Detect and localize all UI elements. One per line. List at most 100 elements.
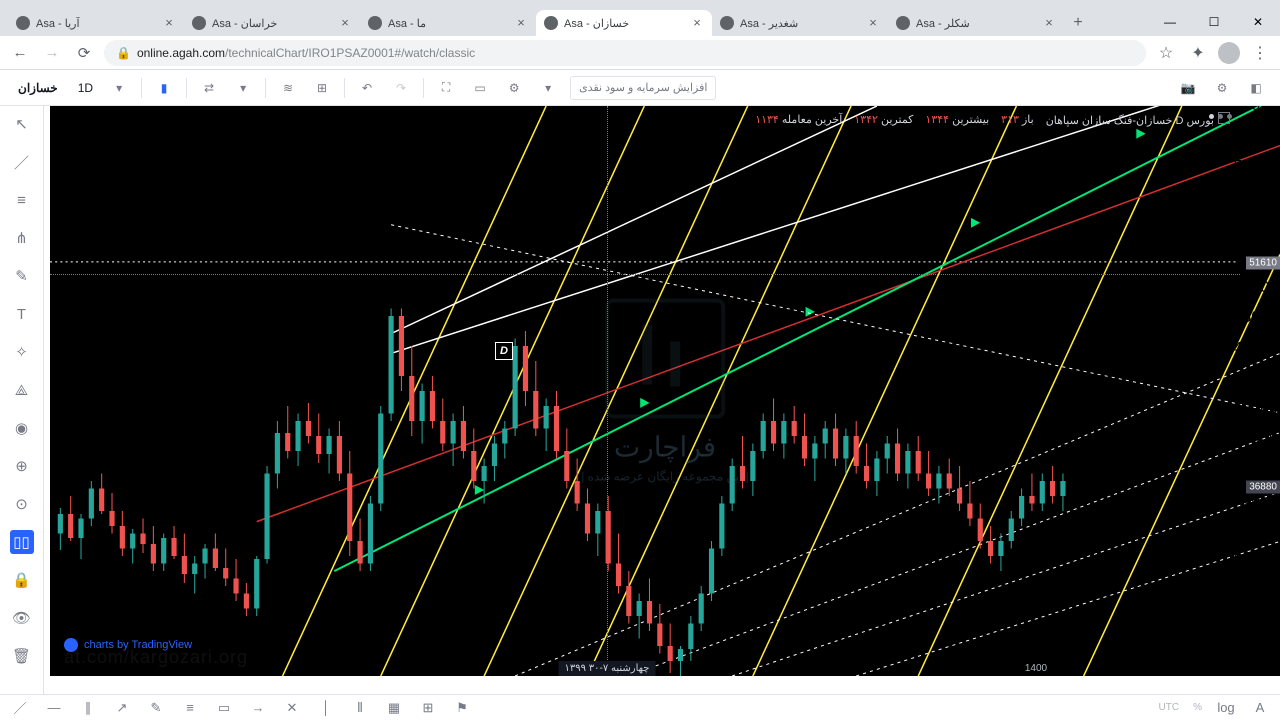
bt-line-icon[interactable]: ／	[10, 698, 30, 718]
undo-button[interactable]: ↶	[355, 76, 379, 100]
bt-arrow-icon[interactable]: →	[248, 698, 268, 718]
timezone-label[interactable]: UTC	[1159, 702, 1180, 713]
redo-button[interactable]: ↷	[389, 76, 413, 100]
bt-rect-icon[interactable]: ▭	[214, 698, 234, 718]
legend-low-value: ۱۳۴۲	[854, 114, 878, 126]
url-host: online.agah.com	[137, 46, 225, 60]
tab-favicon	[544, 16, 558, 30]
window-minimize[interactable]: —	[1148, 8, 1192, 36]
bt-brush-icon[interactable]: ✎	[146, 698, 166, 718]
reload-button[interactable]: ⟳	[72, 41, 96, 65]
bookmark-star-icon[interactable]: ☆	[1154, 41, 1178, 65]
fib-tool[interactable]: ≡	[10, 188, 34, 212]
text-tool[interactable]: T	[10, 302, 34, 326]
bar-replay-tool[interactable]: ▯▯	[10, 530, 34, 554]
compare-dropdown-icon[interactable]: ▾	[231, 76, 255, 100]
drawing-tools-rail: ↖ ／ ≡ ⋔ ✎ T ✧ ⟁ ◉ ⊕ ⊙ ▯▯ 🔒 👁 🗑	[0, 106, 44, 694]
tab-close-icon[interactable]: ×	[866, 16, 880, 30]
tab-close-icon[interactable]: ×	[162, 16, 176, 30]
bottom-toolbar: ／ — ∥ ↗ ✎ ≡ ▭ → ✕ │ ⦀ ▦ ⊞ ⚑ UTC % log A	[0, 694, 1280, 720]
tab-close-icon[interactable]: ×	[690, 16, 704, 30]
window-maximize[interactable]: ☐	[1192, 8, 1236, 36]
candle-style-button[interactable]: ▮	[152, 76, 176, 100]
new-tab-button[interactable]: +	[1064, 10, 1092, 36]
y-axis-label: 32000	[1234, 552, 1279, 570]
hide-tool[interactable]: 👁	[10, 606, 34, 630]
bt-auto-icon[interactable]: A	[1250, 698, 1270, 718]
crosshair-horizontal	[50, 274, 1240, 275]
y-axis-label: 48000	[1234, 309, 1279, 327]
trendline-tool[interactable]: ／	[10, 150, 34, 174]
bt-parallel-icon[interactable]: ∥	[78, 698, 98, 718]
fullscreen-button[interactable]: ⛶	[434, 76, 458, 100]
bt-date-icon[interactable]: ▦	[384, 698, 404, 718]
resolution-label[interactable]: 1D	[74, 81, 97, 95]
forward-button[interactable]: →	[40, 41, 64, 65]
tab-favicon	[16, 16, 30, 30]
pct-label[interactable]: %	[1193, 702, 1202, 713]
layout-icon[interactable]: ◧	[1244, 76, 1268, 100]
templates-button[interactable]: ⊞	[310, 76, 334, 100]
lock-tool[interactable]: 🔒	[10, 568, 34, 592]
pattern-tool[interactable]: ✧	[10, 340, 34, 364]
bt-log-icon[interactable]: log	[1216, 698, 1236, 718]
camera-icon[interactable]: 📷	[1176, 76, 1200, 100]
url-field[interactable]: 🔒 online.agah.com /technicalChart/IRO1PS…	[104, 40, 1146, 66]
browser-tab[interactable]: شغدیر - Asa×	[712, 10, 888, 36]
extensions-icon[interactable]: ✦	[1186, 41, 1210, 65]
browser-tab[interactable]: خراسان - Asa×	[184, 10, 360, 36]
pitchfork-tool[interactable]: ⋔	[10, 226, 34, 250]
indicators-button[interactable]: ≋	[276, 76, 300, 100]
save-button[interactable]: ▭	[468, 76, 492, 100]
back-button[interactable]: ←	[8, 41, 32, 65]
brush-tool[interactable]: ✎	[10, 264, 34, 288]
toolbar-search[interactable]: افزایش سرمایه و سود نقدی	[570, 76, 716, 100]
x-axis-year: 1400	[1025, 663, 1047, 674]
watermark-url: at.com/kargozari.org	[64, 647, 248, 668]
compare-button[interactable]: ⇄	[197, 76, 221, 100]
y-axis-label: 36000	[1234, 491, 1279, 509]
properties-dropdown-icon[interactable]: ▾	[536, 76, 560, 100]
settings-gear-icon[interactable]: ⚙	[1210, 76, 1234, 100]
measure-tool[interactable]: ◉	[10, 416, 34, 440]
bt-cross-icon[interactable]: ✕	[282, 698, 302, 718]
tab-close-icon[interactable]: ×	[338, 16, 352, 30]
d-label-marker[interactable]: D	[495, 342, 513, 360]
bt-hline-icon[interactable]: —	[44, 698, 64, 718]
y-axis-label: 46000	[1234, 340, 1279, 358]
properties-button[interactable]: ⚙	[502, 76, 526, 100]
url-path: /technicalChart/IRO1PSAZ0001#/watch/clas…	[225, 46, 475, 60]
browser-tabstrip: آریا - Asa×خراسان - Asa×ما - Asa×خسازان …	[0, 8, 1280, 36]
window-close[interactable]: ✕	[1236, 8, 1280, 36]
remove-tool[interactable]: 🗑	[10, 644, 34, 668]
price-chart[interactable]: بورس D خسازان-فنگ سازان سپاهان باز ۳۱۳ ب…	[50, 106, 1280, 676]
browser-menu-icon[interactable]: ⋮	[1248, 41, 1272, 65]
cursor-tool[interactable]: ↖	[10, 112, 34, 136]
tab-close-icon[interactable]: ×	[1042, 16, 1056, 30]
browser-tab[interactable]: شکلر - Asa×	[888, 10, 1064, 36]
y-axis-label: 42000	[1234, 400, 1279, 418]
browser-tab[interactable]: ما - Asa×	[360, 10, 536, 36]
bt-hbar-icon[interactable]: ≡	[180, 698, 200, 718]
bt-vbars-icon[interactable]: ⦀	[350, 698, 370, 718]
chart-settings-dots[interactable]	[1209, 114, 1232, 119]
legend-open-label: باز	[1022, 114, 1034, 126]
prediction-tool[interactable]: ⟁	[10, 378, 34, 402]
legend-high-value: ۱۳۴۴	[925, 114, 949, 126]
magnet-tool[interactable]: ⊙	[10, 492, 34, 516]
tab-close-icon[interactable]: ×	[514, 16, 528, 30]
browser-tab[interactable]: خسازان - Asa×	[536, 10, 712, 36]
symbol-name[interactable]: خسازان	[12, 81, 64, 95]
y-axis-label: 38000	[1234, 461, 1279, 479]
y-axis-label: 24000	[1234, 673, 1279, 676]
zoom-tool[interactable]: ⊕	[10, 454, 34, 478]
y-axis-label: 50000	[1234, 279, 1279, 297]
bt-price-icon[interactable]: ⊞	[418, 698, 438, 718]
bt-ray-icon[interactable]: ↗	[112, 698, 132, 718]
bt-flag-icon[interactable]: ⚑	[452, 698, 472, 718]
resolution-dropdown-icon[interactable]: ▾	[107, 76, 131, 100]
profile-avatar[interactable]	[1218, 42, 1240, 64]
bt-vline-icon[interactable]: │	[316, 698, 336, 718]
legend-low-label: کمترین	[881, 114, 913, 126]
browser-tab[interactable]: آریا - Asa×	[8, 10, 184, 36]
